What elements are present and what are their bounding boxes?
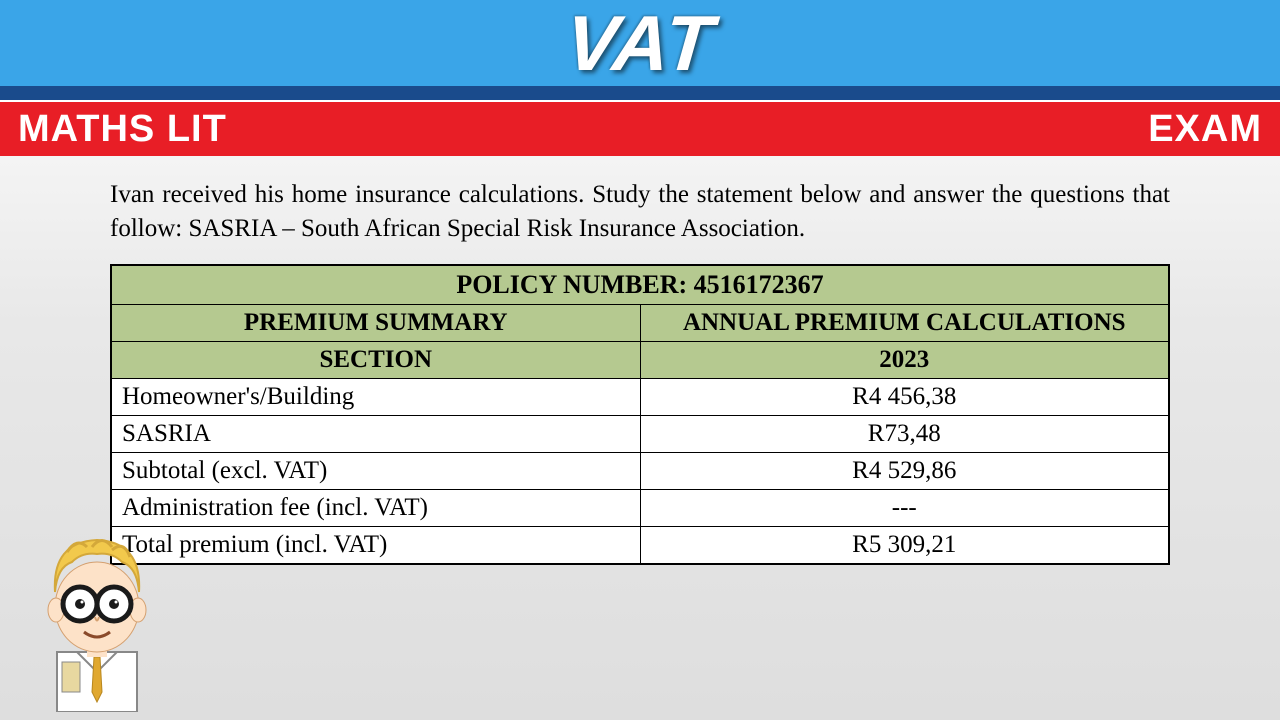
year-header: 2023 (640, 341, 1169, 378)
row-value: --- (640, 489, 1169, 526)
page-title: VAT (562, 0, 717, 89)
exam-label: EXAM (1148, 108, 1262, 151)
section-header: SECTION (111, 341, 640, 378)
question-text: Ivan received his home insurance calcula… (110, 178, 1170, 246)
row-value: R4 456,38 (640, 378, 1169, 415)
row-label: Homeowner's/Building (111, 378, 640, 415)
row-label: Administration fee (incl. VAT) (111, 489, 640, 526)
table-row: Subtotal (excl. VAT) R4 529,86 (111, 452, 1169, 489)
row-label: Subtotal (excl. VAT) (111, 452, 640, 489)
content-area: Ivan received his home insurance calcula… (0, 156, 1280, 720)
header-row: PREMIUM SUMMARY ANNUAL PREMIUM CALCULATI… (111, 304, 1169, 341)
row-value: R4 529,86 (640, 452, 1169, 489)
row-label: SASRIA (111, 415, 640, 452)
header-bar: VAT (0, 0, 1280, 100)
table-row: SASRIA R73,48 (111, 415, 1169, 452)
policy-table: POLICY NUMBER: 4516172367 PREMIUM SUMMAR… (110, 264, 1170, 565)
subheader-row: SECTION 2023 (111, 341, 1169, 378)
subject-banner: MATHS LIT EXAM (0, 100, 1280, 156)
table-row: Homeowner's/Building R4 456,38 (111, 378, 1169, 415)
subject-label: MATHS LIT (18, 108, 227, 151)
premium-summary-header: PREMIUM SUMMARY (111, 304, 640, 341)
row-label: Total premium (incl. VAT) (111, 526, 640, 564)
annual-premium-header: ANNUAL PREMIUM CALCULATIONS (640, 304, 1169, 341)
table-row: Administration fee (incl. VAT) --- (111, 489, 1169, 526)
policy-number-row: POLICY NUMBER: 4516172367 (111, 265, 1169, 305)
policy-number-cell: POLICY NUMBER: 4516172367 (111, 265, 1169, 305)
table-row: Total premium (incl. VAT) R5 309,21 (111, 526, 1169, 564)
mascot-character-icon (12, 492, 182, 712)
row-value: R5 309,21 (640, 526, 1169, 564)
row-value: R73,48 (640, 415, 1169, 452)
